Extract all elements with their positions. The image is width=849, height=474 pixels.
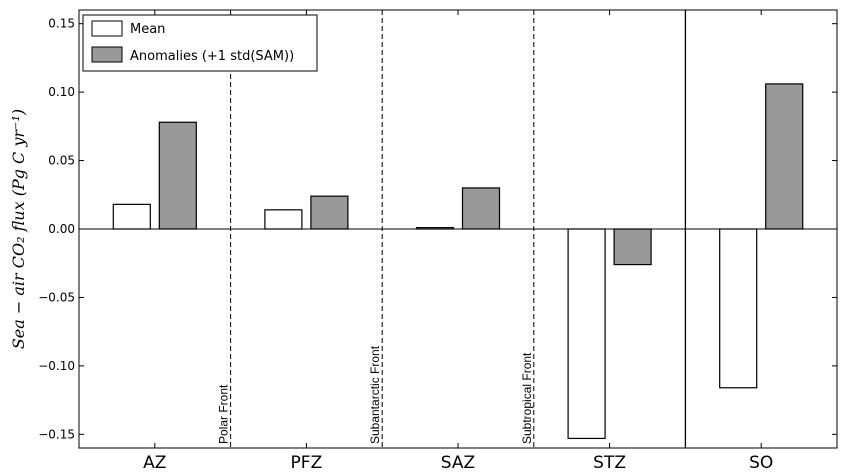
legend: Mean Anomalies (+1 std(SAM)) [82,14,318,72]
x-tick-label: PFZ [291,453,323,473]
y-tick-label: 0.05 [48,154,75,168]
front-labels: Polar Front Subantarctic Front Subtropical… [217,345,534,444]
y-axis-label: Sea − air CO₂ flux (Pg C yr⁻¹) [9,109,28,349]
legend-label-anomalies: Anomalies (+1 std(SAM)) [130,49,294,64]
bar-anomaly-so [765,83,804,230]
y-tick-label: 0.00 [48,222,75,236]
y-tick-label: 0.15 [48,17,75,31]
front-label: Subantarctic Front [368,345,382,444]
front-label: Polar Front [217,384,231,444]
x-tick-label: SAZ [441,453,475,473]
y-ticks: −0.15 −0.10 −0.05 0.00 0.05 0.10 0.15 [38,17,837,441]
x-tick-label: STZ [593,453,626,473]
bar-anomaly-saz [461,187,501,230]
bar-anomaly-pfz [310,195,349,230]
bar-anomaly-stz [613,228,652,266]
bar-mean-az [112,203,151,230]
bar-mean-stz [567,228,606,440]
y-tick-label: −0.05 [38,290,75,304]
front-label: Subtropical Front [520,352,534,444]
y-tick-label: 0.10 [48,85,75,99]
y-tick-label: −0.10 [38,359,75,373]
bar-anomaly-az [158,121,197,230]
x-tick-label: AZ [143,453,166,473]
x-tick-label: SO [749,453,773,473]
y-tick-label: −0.15 [38,427,75,441]
x-labels: AZ PFZ SAZ STZ SO [143,10,773,473]
bar-mean-so [719,228,758,389]
legend-swatch-mean [91,20,123,37]
bar-mean-pfz [264,209,303,230]
legend-swatch-anomalies [91,46,123,63]
legend-label-mean: Mean [130,22,165,37]
bars [112,83,804,440]
